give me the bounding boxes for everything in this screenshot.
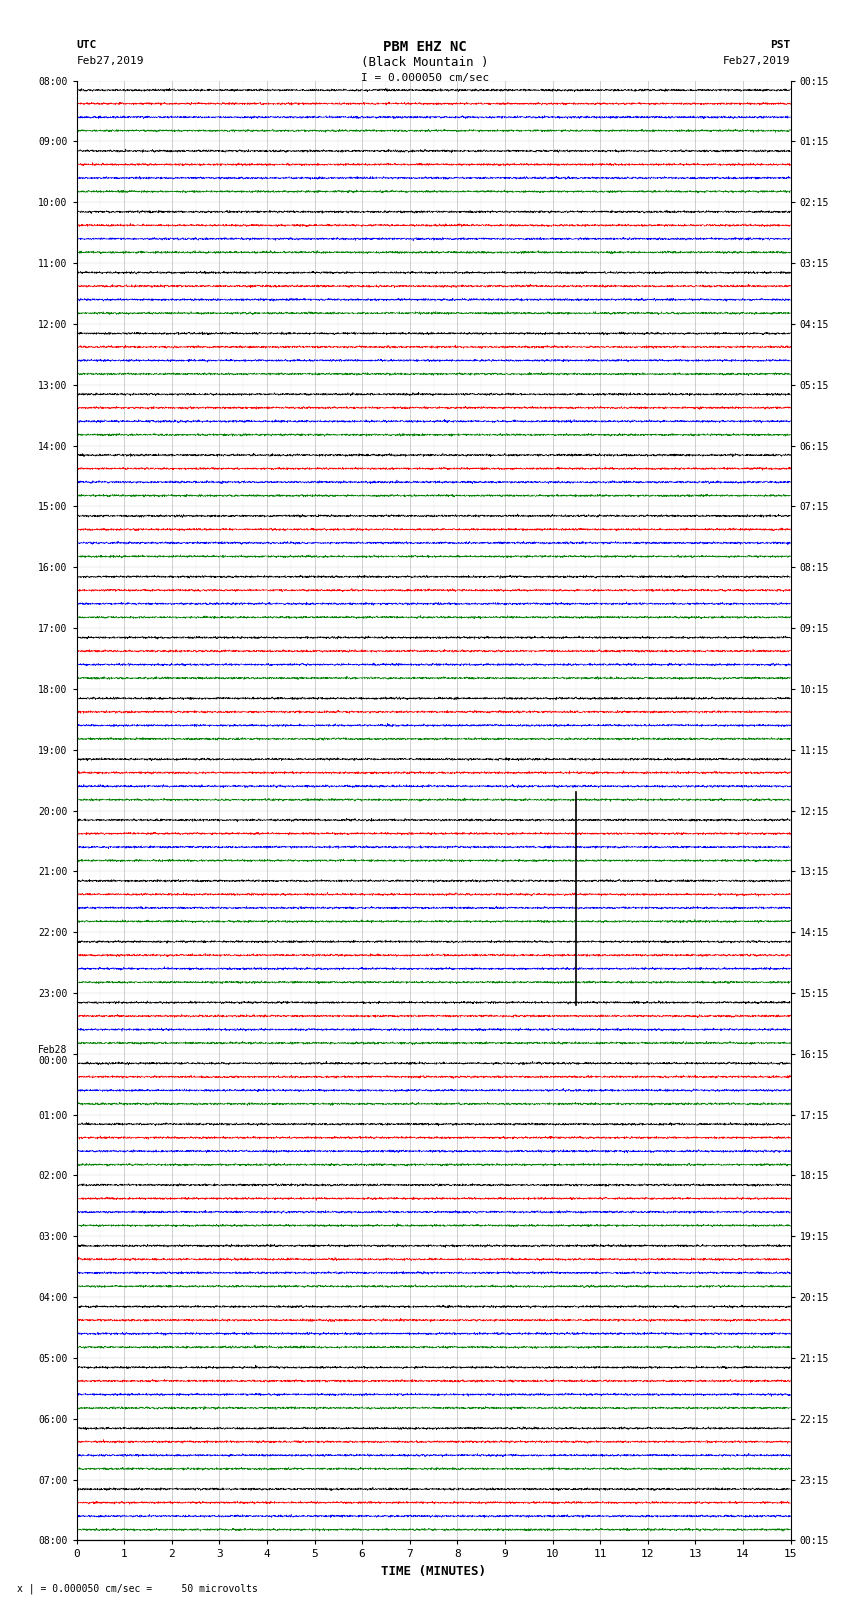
Text: Feb27,2019: Feb27,2019 [723, 56, 791, 66]
Text: Feb27,2019: Feb27,2019 [76, 56, 144, 66]
Text: (Black Mountain ): (Black Mountain ) [361, 56, 489, 69]
Text: PBM EHZ NC: PBM EHZ NC [383, 40, 467, 55]
Text: x | = 0.000050 cm/sec =     50 microvolts: x | = 0.000050 cm/sec = 50 microvolts [17, 1582, 258, 1594]
Text: UTC: UTC [76, 40, 97, 50]
Text: PST: PST [770, 40, 790, 50]
X-axis label: TIME (MINUTES): TIME (MINUTES) [381, 1565, 486, 1578]
Text: I = 0.000050 cm/sec: I = 0.000050 cm/sec [361, 73, 489, 82]
